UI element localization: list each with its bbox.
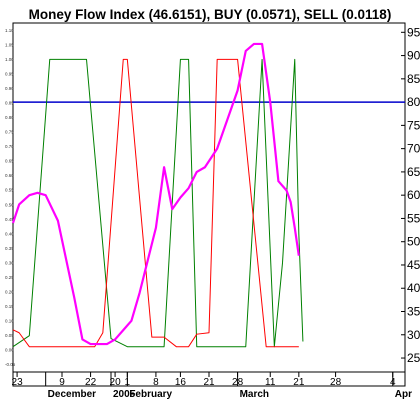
left-axis-tick-label: 0.45 xyxy=(5,217,14,222)
left-axis-tick-label: 0.30 xyxy=(5,260,14,265)
left-axis-tick-label: 0.65 xyxy=(5,159,14,164)
series-line-sell xyxy=(12,58,299,348)
left-axis-tick-label: 0.20 xyxy=(5,290,14,295)
right-axis-tick-label: 40 xyxy=(407,281,420,295)
left-axis-tick-label: 0.60 xyxy=(5,173,14,178)
left-axis-tick-label: 0.40 xyxy=(5,231,14,236)
series-line-buy xyxy=(12,58,304,348)
x-axis-month-label: Apr xyxy=(395,389,412,400)
axis-ticks: 25 30 35 40 45 50 55 60 65 70 75 80 85 90 95 -0.05 0.00 0… xyxy=(5,25,420,400)
left-axis-tick-label: 0.85 xyxy=(5,100,14,105)
right-axis-tick-label: 45 xyxy=(407,258,420,272)
x-axis-month-label: February xyxy=(129,389,172,400)
left-axis-tick-label: 0.25 xyxy=(5,275,14,280)
left-axis-tick-label: 1.05 xyxy=(5,42,14,47)
left-axis-tick-label: 0.95 xyxy=(5,71,14,76)
plot-frame xyxy=(12,22,406,387)
left-axis-tick-label: 0.10 xyxy=(5,319,14,324)
x-axis-tick-label: 16 xyxy=(175,377,187,388)
x-axis-tick-label: 11 xyxy=(265,377,276,388)
left-axis-tick-label: 0.50 xyxy=(5,202,14,207)
series-line-money-flow-index xyxy=(11,42,300,346)
right-axis-tick-label: 90 xyxy=(407,49,420,63)
left-axis-tick-label: 0.75 xyxy=(5,130,14,135)
right-axis-tick-label: 55 xyxy=(407,211,420,225)
left-axis-tick-label: 0.05 xyxy=(5,333,14,338)
x-axis-tick-label: 21 xyxy=(293,377,305,388)
left-axis-tick-label: 0.00 xyxy=(5,348,14,353)
left-axis-tick-label: 0.35 xyxy=(5,246,14,251)
right-axis-tick-label: 70 xyxy=(407,142,420,156)
x-axis-tick-label: 8 xyxy=(153,377,159,388)
x-axis-month-label: December xyxy=(48,389,96,400)
right-axis-tick-label: 25 xyxy=(407,351,420,365)
x-axis-tick-label: 20 xyxy=(110,377,122,388)
right-axis-tick-label: 35 xyxy=(407,305,420,319)
x-axis-month-label: 2005 xyxy=(113,389,136,400)
x-axis-tick-label: 21 xyxy=(203,377,215,388)
left-axis-tick-label: 0.90 xyxy=(5,86,14,91)
right-axis-tick-label: 30 xyxy=(407,328,420,342)
right-axis-tick-label: 75 xyxy=(407,118,420,132)
right-axis-tick-label: 85 xyxy=(407,72,420,86)
left-axis-tick-label: 0.55 xyxy=(5,188,14,193)
left-axis-tick-label: -0.05 xyxy=(5,362,16,367)
right-axis-tick-label: 50 xyxy=(407,235,420,249)
right-axis-tick-label: 95 xyxy=(407,25,420,39)
right-axis-tick-label: 80 xyxy=(407,95,420,109)
right-axis-tick-label: 60 xyxy=(407,188,420,202)
chart-title: Money Flow Index (46.6151), BUY (0.0571)… xyxy=(29,7,392,22)
x-axis-tick-label: 23 xyxy=(12,377,24,388)
x-axis-tick-label: 28 xyxy=(330,377,342,388)
x-axis-tick-label: 22 xyxy=(85,377,97,388)
left-axis-tick-label: 1.00 xyxy=(5,57,14,62)
left-axis-tick-label: 0.80 xyxy=(5,115,14,120)
data-series xyxy=(11,42,304,348)
x-axis-tick-label: 9 xyxy=(59,377,65,388)
right-axis-tick-label: 65 xyxy=(407,165,420,179)
left-axis-tick-label: 1.10 xyxy=(5,28,14,33)
left-axis-tick-label: 0.70 xyxy=(5,144,14,149)
left-axis-tick-label: 0.15 xyxy=(5,304,14,309)
x-axis-month-label: March xyxy=(240,389,269,400)
